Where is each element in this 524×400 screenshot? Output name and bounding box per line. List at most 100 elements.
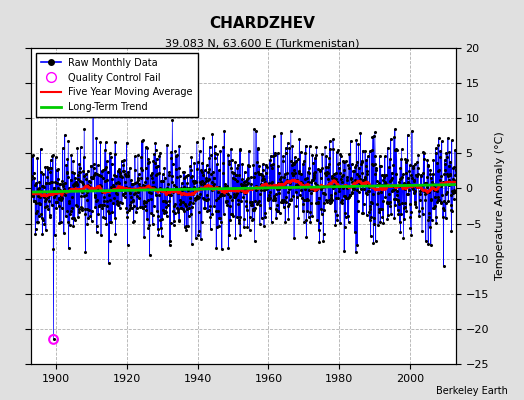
Point xyxy=(149,179,158,185)
Point xyxy=(95,182,104,188)
Point xyxy=(431,145,440,151)
Point xyxy=(373,178,381,184)
Point xyxy=(312,200,320,206)
Point xyxy=(61,132,69,138)
Point xyxy=(159,178,167,184)
Point xyxy=(226,210,235,217)
Point xyxy=(444,198,452,204)
Point xyxy=(167,149,176,155)
Point xyxy=(399,204,408,211)
Point xyxy=(265,157,274,163)
Point xyxy=(351,176,359,183)
Point xyxy=(402,208,410,214)
Point xyxy=(333,161,342,167)
Point xyxy=(40,194,48,200)
Point xyxy=(253,186,261,192)
Point xyxy=(449,189,457,196)
Point xyxy=(415,213,423,219)
Point xyxy=(69,158,77,164)
Point xyxy=(199,195,207,201)
Point xyxy=(46,214,54,220)
Point xyxy=(361,174,369,181)
Point xyxy=(80,154,88,160)
Point xyxy=(90,172,99,178)
Point xyxy=(192,195,200,202)
Point xyxy=(217,246,226,252)
Point xyxy=(390,196,398,203)
Point xyxy=(335,170,344,176)
Point xyxy=(304,179,312,186)
Point xyxy=(227,164,235,171)
Point xyxy=(49,336,58,343)
Point xyxy=(163,185,171,192)
Point xyxy=(380,179,389,185)
Point xyxy=(110,184,118,190)
Point xyxy=(370,161,379,167)
Point xyxy=(248,217,256,223)
Point xyxy=(440,198,448,204)
Point xyxy=(135,181,144,188)
Point xyxy=(65,185,73,191)
Point xyxy=(276,181,285,188)
Point xyxy=(316,206,325,213)
Point xyxy=(400,216,409,222)
Point xyxy=(279,158,287,164)
Point xyxy=(352,162,360,168)
Point xyxy=(265,196,274,202)
Point xyxy=(420,180,429,186)
Point xyxy=(422,183,431,190)
Point xyxy=(63,218,72,225)
Point xyxy=(42,202,51,209)
Point xyxy=(369,240,377,246)
Point xyxy=(165,191,173,197)
Point xyxy=(142,199,150,206)
Point xyxy=(98,204,106,211)
Point xyxy=(145,222,154,228)
Point xyxy=(67,176,75,183)
Point xyxy=(437,198,445,205)
Point xyxy=(82,176,91,182)
Point xyxy=(354,141,363,148)
Point xyxy=(174,190,182,196)
Point xyxy=(279,153,287,159)
Point xyxy=(96,201,104,208)
Point xyxy=(228,174,237,181)
Point xyxy=(102,198,111,204)
Point xyxy=(408,128,416,134)
Point xyxy=(97,182,105,189)
Point xyxy=(125,202,134,208)
Point xyxy=(392,147,401,154)
Point xyxy=(359,201,368,208)
Point xyxy=(101,215,110,221)
Point xyxy=(113,198,122,204)
Point xyxy=(268,179,276,185)
Point xyxy=(83,221,91,227)
Point xyxy=(374,222,382,228)
Point xyxy=(135,171,143,177)
Point xyxy=(280,171,289,177)
Point xyxy=(194,232,202,238)
Point xyxy=(295,170,303,176)
Point xyxy=(243,181,251,187)
Point xyxy=(205,144,214,150)
Point xyxy=(238,182,247,188)
Point xyxy=(245,148,253,154)
Point xyxy=(229,169,237,176)
Point xyxy=(168,161,177,167)
Point xyxy=(108,186,116,193)
Point xyxy=(109,200,117,206)
Point xyxy=(257,181,266,188)
Point xyxy=(373,182,381,188)
Point xyxy=(334,195,343,201)
Point xyxy=(264,183,272,189)
Point xyxy=(30,198,39,204)
Point xyxy=(165,169,173,175)
Point xyxy=(224,161,233,167)
Point xyxy=(86,212,94,219)
Point xyxy=(354,198,362,204)
Point xyxy=(38,217,47,224)
Point xyxy=(354,188,363,195)
Point xyxy=(64,138,72,144)
Point xyxy=(42,227,50,233)
Point xyxy=(50,185,58,192)
